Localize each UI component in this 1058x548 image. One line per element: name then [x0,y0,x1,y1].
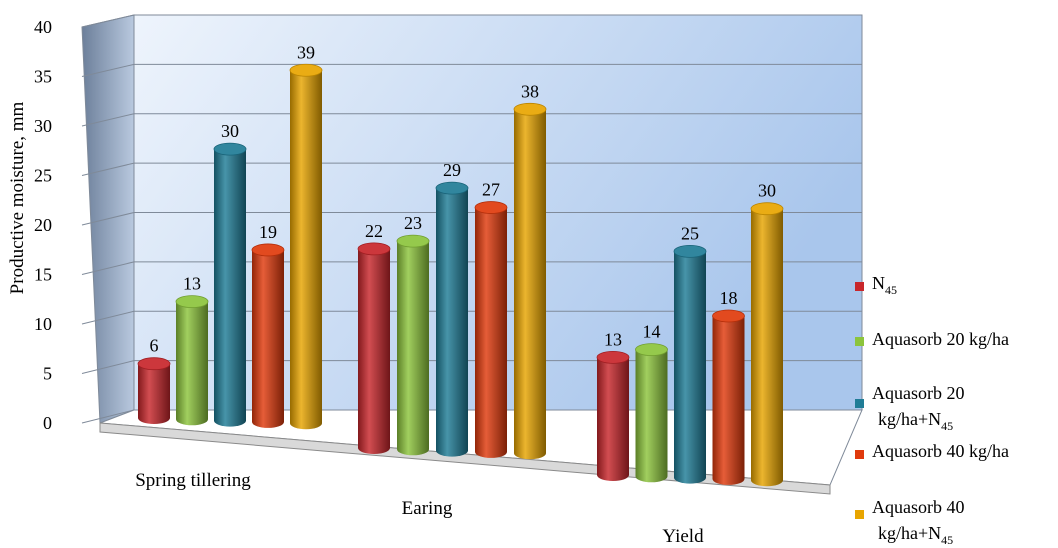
y-tick-label: 40 [34,17,52,37]
legend-marker-n45 [855,282,864,291]
bar-earing-aquasorb-40-kg-ha [474,201,508,458]
y-tick-label: 5 [43,364,52,384]
bar-yield-aquasorb-20-kg-ha [635,343,668,483]
y-tick-label: 35 [34,67,52,87]
category-label-earing: Earing [402,498,453,519]
bar-spring-tillering-aquasorb-20-kg-ha-n45 [213,142,247,427]
y-axis-label: Productive moisture, mm [7,101,28,294]
data-label: 38 [521,81,539,101]
legend-marker-aquasorb-20-kg-ha-n45 [855,399,864,408]
side-gridline [81,310,135,325]
data-label: 39 [297,42,315,62]
legend-marker-aquasorb-40-kg-ha-n45 [855,510,864,519]
legend-label: Aquasorb 40 kg/ha [872,441,1009,461]
data-label: 19 [259,222,277,242]
legend-marker-aquasorb-20-kg-ha [855,337,864,346]
data-labels: 6 13 30 19 39 22 23 29 27 38 13 14 25 18 30 [150,42,777,355]
category-label-yield: Yield [662,526,704,547]
legend: N45 Aquasorb 20 kg/ha Aquasorb 20 kg/ha+N45… [855,273,1009,547]
bar-spring-tillering-aquasorb-40-kg-ha [251,243,285,428]
y-tick-label: 25 [34,166,52,186]
bar-earing-aquasorb-20-kg-ha-n45 [435,181,469,457]
side-gridline [81,113,135,127]
data-label: 6 [150,336,159,356]
bar-earing-aquasorb-40-kg-ha-n45 [513,102,547,460]
side-gridline [81,162,135,176]
bar-spring-tillering-aquasorb-20-kg-ha [175,295,209,426]
category-label-spring-tillering: Spring tillering [135,470,251,491]
legend-label: kg/ha+N45 [878,409,953,433]
data-label: 29 [443,160,461,180]
data-label: 25 [681,223,699,243]
side-gridline [81,14,135,28]
data-label: 18 [720,288,738,308]
legend-label: Aquasorb 40 [872,497,965,517]
bar-yield-n45 [596,350,630,481]
bar-yield-aquasorb-40-kg-ha-n45 [750,202,784,487]
data-label: 13 [183,274,201,294]
side-gridline [81,360,135,374]
data-label: 30 [758,181,776,201]
y-tick-label: 10 [34,314,52,334]
bar-spring-tillering-aquasorb-40-kg-ha-n45 [289,63,323,430]
y-tick-label: 15 [34,265,52,285]
side-gridline [81,409,135,424]
bar-earing-aquasorb-20-kg-ha [396,234,430,456]
data-label: 30 [221,121,239,141]
legend-label: Aquasorb 20 [872,383,965,403]
y-tick-label: 30 [34,116,52,136]
data-label: 22 [365,221,383,241]
y-tick-label: 0 [43,413,52,433]
legend-marker-aquasorb-40-kg-ha [855,450,864,459]
y-axis-ticks: 0 5 10 15 20 25 30 35 40 [34,17,52,433]
bar-earing-n45 [357,242,391,454]
bar-spring-tillering-n45 [137,357,171,424]
legend-label: kg/ha+N45 [878,523,953,547]
data-label: 13 [604,329,622,349]
side-gridline [81,212,135,226]
bars [137,63,784,487]
y-tick-label: 20 [34,215,52,235]
data-label: 27 [482,180,500,200]
legend-label: Aquasorb 20 kg/ha [872,329,1009,349]
bar-yield-aquasorb-40-kg-ha [712,309,745,485]
side-gridline [81,63,135,77]
side-gridline [81,261,135,275]
legend-label: N45 [872,273,897,297]
data-label: 14 [643,322,661,342]
bar-yield-aquasorb-20-kg-ha-n45 [673,244,707,484]
data-label: 23 [404,213,422,233]
